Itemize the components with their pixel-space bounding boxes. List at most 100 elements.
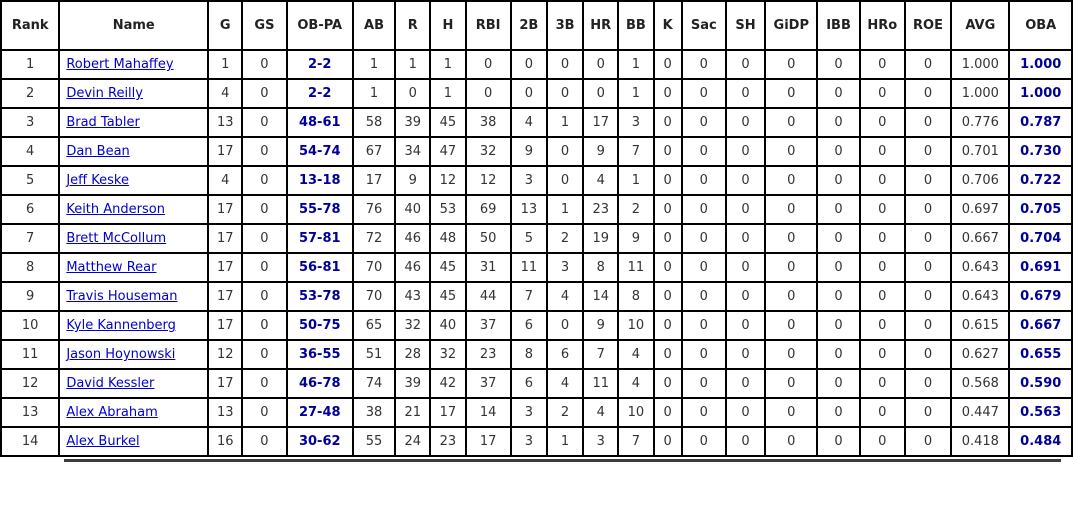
player-link[interactable]: Kyle Kannenberg (66, 318, 176, 333)
cell-rbi: 31 (464, 252, 512, 283)
cell-avg: 0.667 (950, 223, 1011, 254)
cell-sac: 0 (680, 252, 727, 283)
player-link[interactable]: Robert Mahaffey (66, 57, 174, 72)
column-header-avg: AVG (950, 0, 1011, 51)
cell-rbi: 50 (464, 223, 512, 254)
player-row: 8 Matthew Rear 17 0 56-81 70 46 45 31 11 3 8 11 0 0 0 0 0… (0, 252, 1073, 283)
cell-r: 32 (394, 310, 432, 341)
cell-gidp: 0 (764, 310, 819, 341)
cell-2b: 8 (509, 339, 548, 370)
cell-oba: 0.655 (1008, 339, 1073, 370)
column-header-rbi: RBI (464, 0, 512, 51)
cell-roe: 0 (903, 368, 953, 399)
cell-avg: 0.643 (950, 281, 1011, 312)
cell-oba: 0.667 (1008, 310, 1073, 341)
cell-h: 1 (429, 49, 467, 80)
cell-2b: 0 (509, 78, 548, 109)
player-link[interactable]: Alex Abraham (66, 405, 158, 420)
column-header-rank: Rank (0, 0, 61, 51)
cell-k: 0 (652, 136, 683, 167)
cell-3b: 0 (545, 310, 585, 341)
cell-roe: 0 (903, 310, 953, 341)
cell-gs: 0 (241, 281, 288, 312)
cell-rank: 7 (0, 223, 61, 254)
cell-ibb: 0 (816, 310, 861, 341)
cell-k: 0 (652, 107, 683, 138)
cell-g: 16 (207, 426, 244, 457)
cell-h: 32 (429, 339, 467, 370)
column-header-ob-pa: OB-PA (285, 0, 354, 51)
cell-bb: 10 (617, 397, 655, 428)
cell-name: Alex Burkel (58, 426, 210, 457)
cell-ob-pa: 36-55 (285, 339, 354, 370)
cell-rank: 11 (0, 339, 61, 370)
player-link[interactable]: Alex Burkel (66, 434, 140, 449)
player-row: 10 Kyle Kannenberg 17 0 50-75 65 32 40 37 6 0 9 10 0 0… (0, 310, 1073, 341)
cell-ab: 65 (351, 310, 397, 341)
column-header-roe: ROE (903, 0, 953, 51)
player-link[interactable]: David Kessler (66, 376, 155, 391)
cell-rank: 9 (0, 281, 61, 312)
player-link[interactable]: Devin Reilly (66, 86, 143, 101)
cell-roe: 0 (903, 223, 953, 254)
cell-hr: 19 (582, 223, 620, 254)
cell-name: Alex Abraham (58, 397, 210, 428)
cell-r: 0 (394, 78, 432, 109)
cell-roe: 0 (903, 107, 953, 138)
cell-gidp: 0 (764, 49, 819, 80)
cell-oba: 0.704 (1008, 223, 1073, 254)
cell-r: 39 (394, 368, 432, 399)
cell-rbi: 38 (464, 107, 512, 138)
cell-sh: 0 (724, 281, 767, 312)
player-row: 9 Travis Houseman 17 0 53-78 70 43 45 44 7 4 14 8 0 0 0… (0, 281, 1073, 312)
player-link[interactable]: Jeff Keske (66, 173, 129, 188)
column-header-hro: HRo (858, 0, 906, 51)
cell-ibb: 0 (816, 136, 861, 167)
cell-sh: 0 (724, 368, 767, 399)
cell-rbi: 14 (464, 397, 512, 428)
player-link[interactable]: Dan Bean (66, 144, 130, 159)
cell-2b: 9 (509, 136, 548, 167)
cell-hro: 0 (858, 368, 906, 399)
cell-sac: 0 (680, 165, 727, 196)
cell-h: 45 (429, 281, 467, 312)
cell-name: Jason Hoynowski (58, 339, 210, 370)
player-link[interactable]: Travis Houseman (66, 289, 178, 304)
cell-avg: 0.776 (950, 107, 1011, 138)
cell-3b: 0 (545, 136, 585, 167)
player-row: 6 Keith Anderson 17 0 55-78 76 40 53 69 13 1 23 2 0 0 0… (0, 194, 1073, 225)
cell-h: 45 (429, 107, 467, 138)
player-link[interactable]: Keith Anderson (66, 202, 165, 217)
cell-hro: 0 (858, 223, 906, 254)
player-link[interactable]: Jason Hoynowski (66, 347, 176, 362)
cell-ob-pa: 53-78 (285, 281, 354, 312)
cell-hro: 0 (858, 397, 906, 428)
cell-gs: 0 (241, 310, 288, 341)
player-link[interactable]: Matthew Rear (66, 260, 157, 275)
cell-r: 9 (394, 165, 432, 196)
partial-next-section-border (64, 459, 1061, 462)
cell-2b: 4 (509, 107, 548, 138)
cell-avg: 0.706 (950, 165, 1011, 196)
cell-roe: 0 (903, 165, 953, 196)
cell-gidp: 0 (764, 194, 819, 225)
cell-gs: 0 (241, 194, 288, 225)
cell-sac: 0 (680, 136, 727, 167)
cell-bb: 11 (617, 252, 655, 283)
cell-rank: 3 (0, 107, 61, 138)
cell-hro: 0 (858, 252, 906, 283)
cell-h: 45 (429, 252, 467, 283)
cell-sh: 0 (724, 426, 767, 457)
player-link[interactable]: Brad Tabler (66, 115, 140, 130)
cell-sac: 0 (680, 49, 727, 80)
cell-sac: 0 (680, 426, 727, 457)
cell-rbi: 32 (464, 136, 512, 167)
player-link[interactable]: Brett McCollum (66, 231, 167, 246)
cell-2b: 0 (509, 49, 548, 80)
cell-bb: 10 (617, 310, 655, 341)
cell-ab: 74 (351, 368, 397, 399)
cell-oba: 0.691 (1008, 252, 1073, 283)
cell-2b: 5 (509, 223, 548, 254)
cell-bb: 8 (617, 281, 655, 312)
cell-hro: 0 (858, 281, 906, 312)
